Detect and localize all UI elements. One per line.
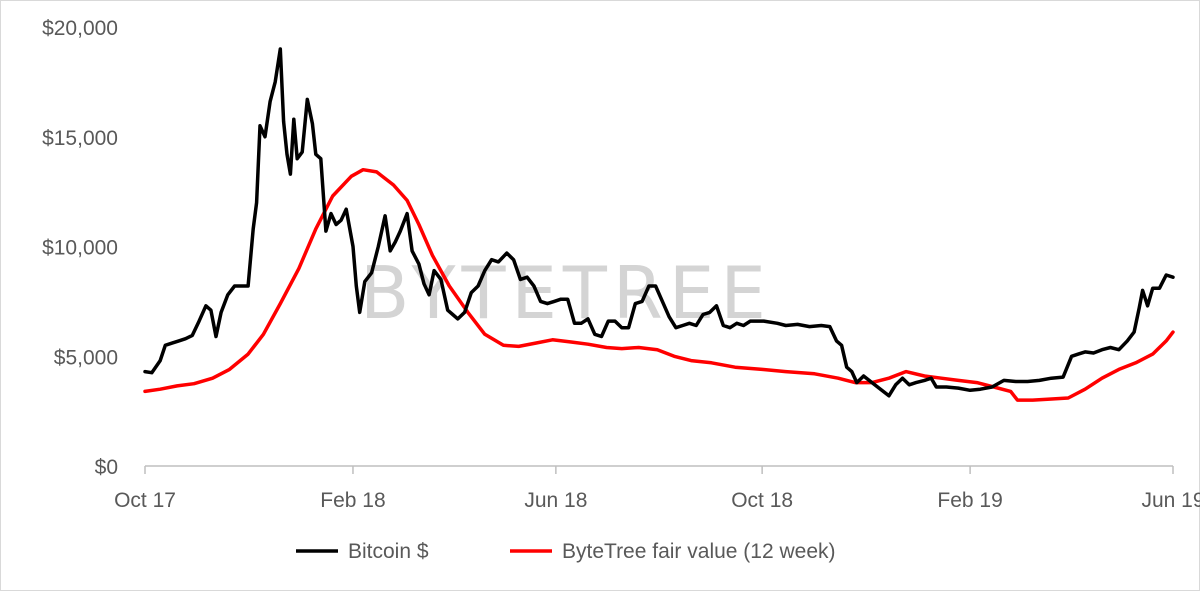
y-tick-label: $10,000 <box>42 237 118 260</box>
x-tick-label: Jun 18 <box>524 489 587 512</box>
fair-value-line <box>143 167 1175 402</box>
x-tick-label: Oct 18 <box>731 489 793 512</box>
x-tick-label: Feb 18 <box>320 489 385 512</box>
legend-item-fair-value: ByteTree fair value (12 week) <box>510 540 836 563</box>
y-tick-label: $5,000 <box>54 346 118 369</box>
y-tick-label: $0 <box>95 456 118 479</box>
bitcoin-price-line <box>143 47 1175 398</box>
x-tick-label: Feb 19 <box>937 489 1002 512</box>
legend-label: ByteTree fair value (12 week) <box>562 540 836 563</box>
x-tick-label: Jun 19 <box>1141 489 1200 512</box>
legend-label: Bitcoin $ <box>348 540 429 563</box>
x-tick-label: Oct 17 <box>114 489 176 512</box>
y-tick-label: $20,000 <box>42 17 118 40</box>
y-tick-label: $15,000 <box>42 127 118 150</box>
bytetree-watermark: BYTETREE <box>360 251 772 335</box>
legend: Bitcoin $ ByteTree fair value (12 week) <box>296 540 836 563</box>
legend-item-bitcoin: Bitcoin $ <box>296 540 429 563</box>
axes: $0 $5,000 $10,000 $15,000 $20,000 Oct 17 Feb 1… <box>42 17 1200 512</box>
series-layer <box>143 47 1175 402</box>
